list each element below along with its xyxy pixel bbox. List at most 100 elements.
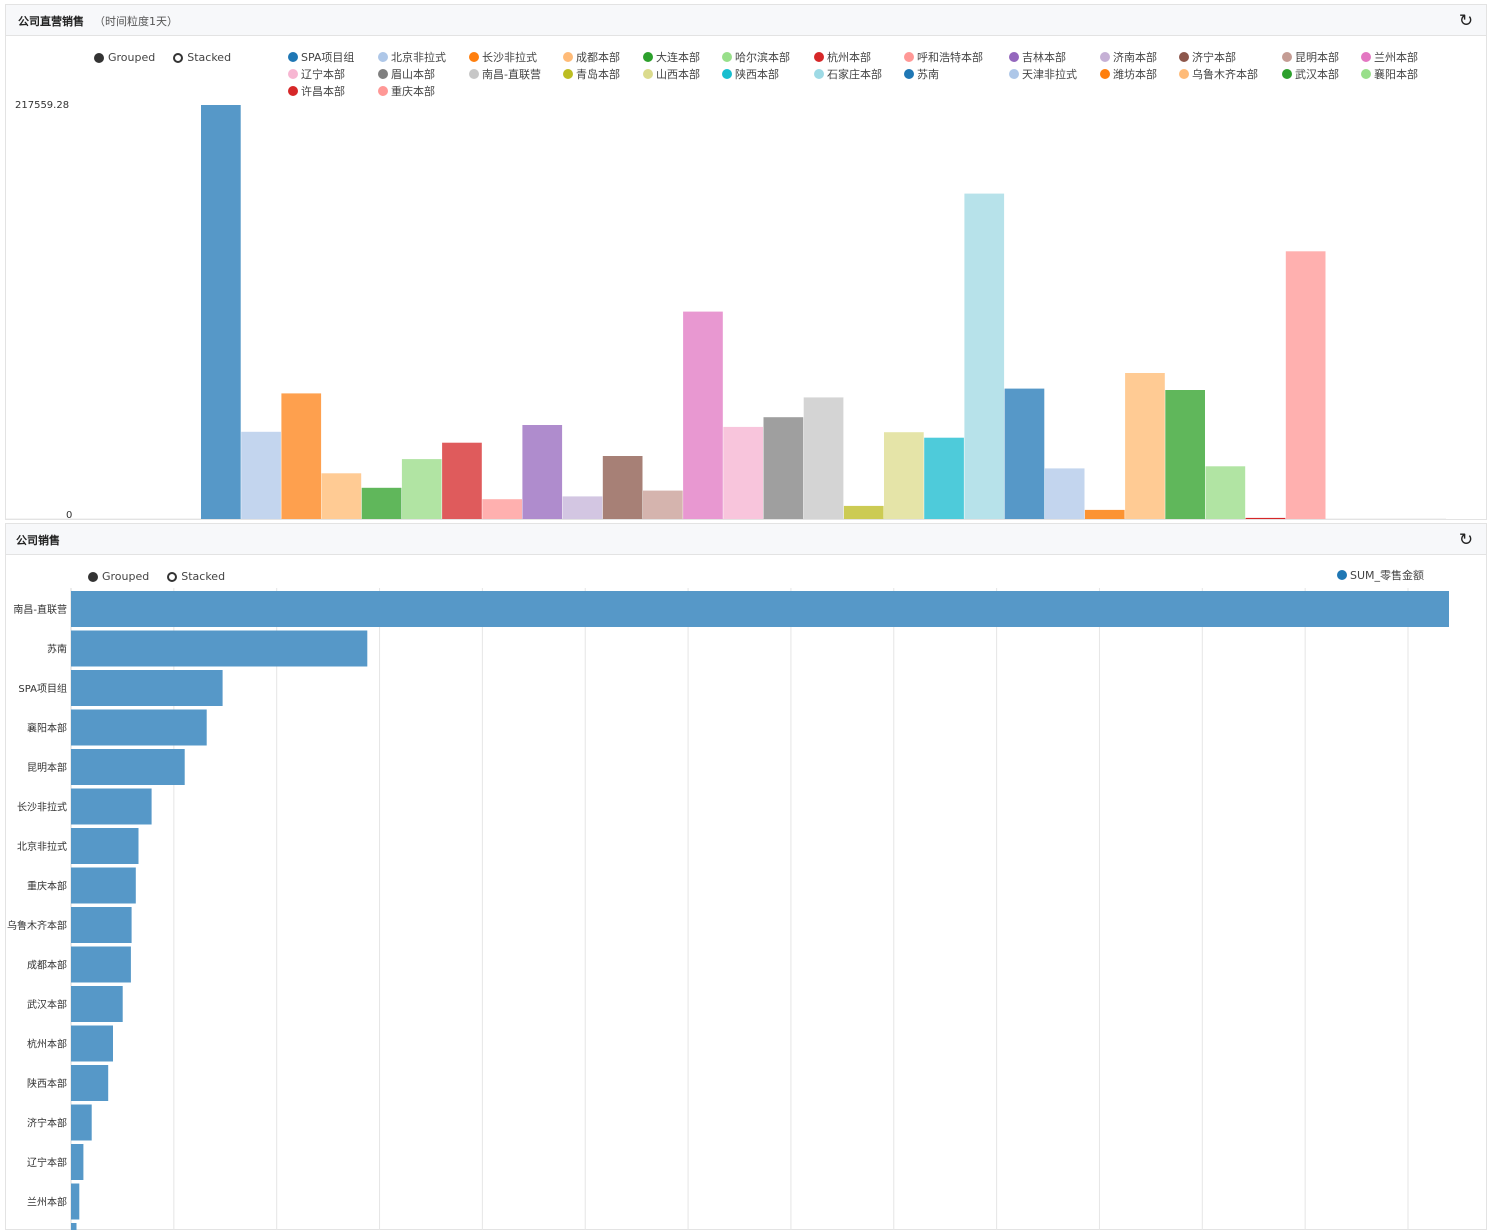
- bar[interactable]: [924, 437, 964, 519]
- legend-item[interactable]: 哈尔滨本部: [722, 50, 790, 64]
- legend-item[interactable]: 成都本部: [563, 50, 620, 64]
- bar[interactable]: [71, 946, 131, 983]
- bar[interactable]: [321, 473, 362, 519]
- bar[interactable]: [643, 490, 683, 519]
- bar[interactable]: [71, 1025, 113, 1062]
- panel-title: 公司直营销售 （时间粒度1天）: [18, 13, 178, 29]
- legend-item[interactable]: 石家庄本部: [814, 67, 882, 81]
- bar[interactable]: [723, 426, 763, 519]
- legend-item[interactable]: SUM_零售金额: [1337, 568, 1424, 582]
- bar[interactable]: [884, 432, 924, 519]
- bar[interactable]: [803, 397, 844, 519]
- panel-title-text: 公司直营销售: [18, 15, 84, 28]
- legend-item[interactable]: 眉山本部: [378, 67, 435, 81]
- legend-item[interactable]: 杭州本部: [814, 50, 871, 64]
- panel-direct-sales: 公司直营销售 （时间粒度1天） ↻ Grouped Stacked SPA项目组 北…: [5, 4, 1487, 520]
- mode-stacked-option[interactable]: Stacked: [173, 51, 231, 64]
- legend-item[interactable]: 济宁本部: [1179, 50, 1236, 64]
- bar[interactable]: [683, 311, 723, 519]
- category-label: 襄阳本部: [27, 722, 67, 735]
- legend-item[interactable]: 南昌-直联营: [469, 67, 541, 81]
- bar[interactable]: [1205, 466, 1246, 519]
- legend-swatch: [722, 69, 732, 79]
- bar[interactable]: [1125, 373, 1165, 519]
- legend-label: 兰州本部: [1374, 50, 1418, 64]
- mode-stacked-option[interactable]: Stacked: [167, 570, 225, 583]
- bar[interactable]: [1084, 509, 1125, 519]
- bar[interactable]: [843, 505, 884, 519]
- bar[interactable]: [71, 867, 136, 904]
- bar[interactable]: [964, 193, 1005, 519]
- legend-item[interactable]: 吉林本部: [1009, 50, 1066, 64]
- bar[interactable]: [602, 456, 643, 519]
- bar[interactable]: [1165, 390, 1205, 519]
- bar[interactable]: [71, 828, 139, 864]
- bar[interactable]: [71, 670, 223, 706]
- legend-label: 哈尔滨本部: [735, 50, 790, 64]
- bar[interactable]: [522, 425, 563, 519]
- category-label: 重庆本部: [27, 880, 67, 893]
- legend-item[interactable]: 山西本部: [643, 67, 700, 81]
- legend-item[interactable]: 大连本部: [643, 50, 700, 64]
- panel-header: 公司直营销售 （时间粒度1天） ↻: [6, 5, 1486, 36]
- bar[interactable]: [401, 459, 442, 519]
- legend-item[interactable]: 苏南: [904, 68, 939, 81]
- legend-item[interactable]: 北京非拉式: [378, 50, 446, 64]
- category-label: 南昌-直联营: [13, 603, 67, 616]
- legend-item[interactable]: 许昌本部: [288, 84, 345, 98]
- legend-item[interactable]: 长沙非拉式: [469, 50, 537, 64]
- legend-label: 济南本部: [1113, 50, 1157, 64]
- legend-swatch: [378, 86, 388, 96]
- legend-label: 北京非拉式: [391, 50, 446, 64]
- bar[interactable]: [71, 1183, 80, 1220]
- panel-subtitle: （时间粒度1天）: [94, 15, 178, 28]
- legend-item[interactable]: 昆明本部: [1282, 50, 1339, 64]
- refresh-icon[interactable]: ↻: [1458, 11, 1474, 31]
- bar[interactable]: [71, 630, 368, 667]
- legend-item[interactable]: 呼和浩特本部: [904, 50, 983, 64]
- legend-item[interactable]: SPA项目组: [288, 50, 354, 64]
- bar[interactable]: [1245, 517, 1286, 519]
- legend-item[interactable]: 济南本部: [1100, 50, 1157, 64]
- refresh-icon[interactable]: ↻: [1458, 530, 1474, 550]
- legend-item[interactable]: 兰州本部: [1361, 50, 1418, 64]
- mode-grouped-option[interactable]: Grouped: [94, 51, 155, 64]
- bar[interactable]: [1004, 388, 1045, 519]
- legend-item[interactable]: 重庆本部: [378, 84, 435, 98]
- legend-item[interactable]: 潍坊本部: [1100, 67, 1157, 81]
- legend-item[interactable]: 辽宁本部: [288, 67, 345, 81]
- legend-label: SUM_零售金额: [1350, 568, 1424, 582]
- legend-item[interactable]: 武汉本部: [1282, 67, 1339, 81]
- bar[interactable]: [562, 496, 603, 519]
- mode-grouped-option[interactable]: Grouped: [88, 570, 149, 583]
- bar[interactable]: [482, 499, 522, 519]
- bar[interactable]: [71, 788, 152, 825]
- bar[interactable]: [71, 1144, 84, 1180]
- bar[interactable]: [71, 1104, 92, 1141]
- bar[interactable]: [281, 393, 322, 519]
- legend-item[interactable]: 天津非拉式: [1009, 67, 1077, 81]
- bar[interactable]: [71, 907, 132, 943]
- bar[interactable]: [361, 487, 402, 519]
- bar[interactable]: [71, 709, 207, 746]
- bar[interactable]: [763, 417, 804, 519]
- bar[interactable]: [1285, 251, 1326, 519]
- bar[interactable]: [442, 442, 482, 519]
- legend-swatch: [1361, 69, 1371, 79]
- bar[interactable]: [71, 986, 123, 1022]
- bar[interactable]: [71, 1223, 77, 1230]
- radio-filled-icon: [94, 52, 104, 63]
- bar[interactable]: [1044, 468, 1085, 519]
- bar[interactable]: [71, 591, 1449, 627]
- bar[interactable]: [71, 1065, 109, 1101]
- legend-item[interactable]: 陕西本部: [722, 67, 779, 81]
- legend-item[interactable]: 乌鲁木齐本部: [1179, 67, 1258, 81]
- bar[interactable]: [241, 431, 281, 519]
- bar[interactable]: [201, 105, 241, 519]
- y-max-tick-label: 217559.28: [15, 100, 69, 111]
- category-label: 昆明本部: [27, 761, 67, 774]
- legend-item[interactable]: 青岛本部: [563, 67, 620, 81]
- bar[interactable]: [71, 749, 185, 785]
- legend-item[interactable]: 襄阳本部: [1361, 67, 1418, 81]
- legend-label: 济宁本部: [1192, 50, 1236, 64]
